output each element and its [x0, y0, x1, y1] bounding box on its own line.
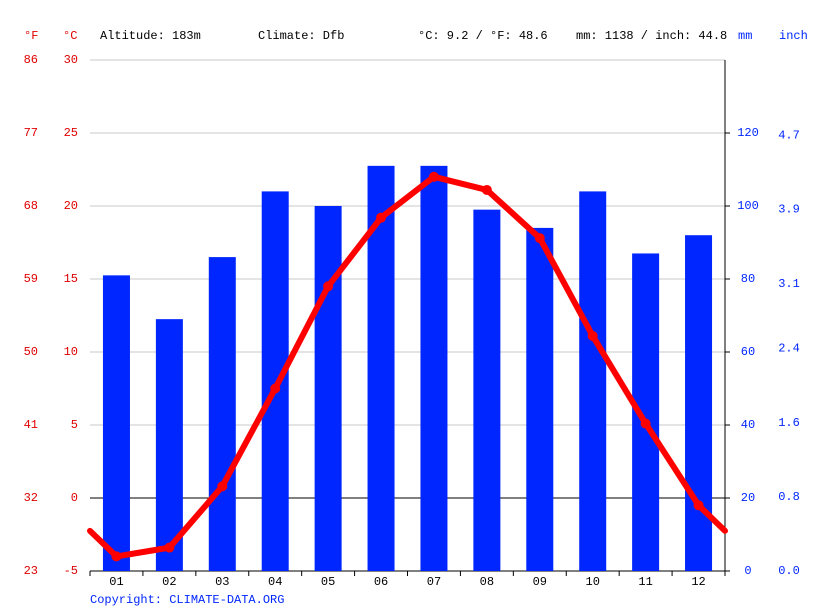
axis-title-mm: mm	[738, 29, 752, 43]
temperature-point	[164, 542, 175, 553]
line-wrap	[695, 502, 728, 534]
x-tick-label: 11	[638, 575, 652, 589]
f-tick-label: 50	[24, 345, 38, 359]
inch-tick-label: 1.6	[778, 416, 800, 430]
temperature-line	[115, 173, 702, 560]
annotation: Altitude: 183m	[100, 29, 201, 43]
x-tick-label: 01	[109, 575, 123, 589]
y-tick-label: 20	[64, 199, 78, 213]
axis-title-c: °C	[63, 29, 77, 43]
temperature-point	[111, 551, 122, 562]
inch-tick-label: 2.4	[778, 342, 800, 356]
f-tick-label: 23	[24, 564, 38, 578]
y2-tick-label: 100	[737, 199, 759, 213]
x-tick-label: 08	[480, 575, 494, 589]
bar	[420, 165, 448, 571]
bar	[685, 235, 713, 571]
temperature-point	[640, 418, 651, 429]
bar	[314, 206, 342, 571]
annotation: Climate: Dfb	[258, 29, 344, 43]
y2-tick-label: 20	[741, 491, 755, 505]
f-tick-label: 68	[24, 199, 38, 213]
inch-tick-label: 0.0	[778, 564, 800, 578]
bar	[579, 191, 607, 571]
y-tick-label: 0	[71, 491, 78, 505]
y2-tick-label: 0	[744, 564, 751, 578]
f-tick-label: 59	[24, 272, 38, 286]
x-tick-label: 09	[533, 575, 547, 589]
temperature-point	[534, 233, 545, 244]
f-tick-label: 86	[24, 53, 38, 67]
f-tick-label: 32	[24, 491, 38, 505]
temperature-point	[481, 184, 492, 195]
bar	[473, 209, 501, 571]
line-wrap	[87, 527, 120, 560]
temperature-point	[217, 481, 228, 492]
bar	[102, 275, 130, 571]
bar	[526, 227, 554, 571]
f-tick-label: 77	[24, 126, 38, 140]
annotation: °C: 9.2 / °F: 48.6	[418, 29, 548, 43]
axis-title-inch: inch	[779, 29, 808, 43]
bar	[155, 319, 183, 571]
y2-tick-label: 120	[737, 126, 759, 140]
x-tick-label: 04	[268, 575, 282, 589]
annotation: mm: 1138 / inch: 44.8	[576, 29, 727, 43]
inch-tick-label: 4.7	[778, 128, 800, 142]
temperature-point	[270, 383, 281, 394]
y-tick-label: 15	[64, 272, 78, 286]
y2-tick-label: 40	[741, 418, 755, 432]
inch-tick-label: 3.9	[778, 203, 800, 217]
axis-title-f: °F	[24, 29, 38, 43]
f-tick-label: 41	[24, 418, 38, 432]
x-tick-label: 07	[427, 575, 441, 589]
x-tick-label: 03	[215, 575, 229, 589]
y-tick-label: 30	[64, 53, 78, 67]
y-tick-label: 25	[64, 126, 78, 140]
bar	[208, 257, 236, 571]
x-tick-label: 10	[586, 575, 600, 589]
temperature-point	[587, 330, 598, 341]
inch-tick-label: 3.1	[778, 277, 800, 291]
y2-tick-label: 80	[741, 272, 755, 286]
bar	[261, 191, 289, 571]
y-tick-label: -5	[64, 564, 78, 578]
y-tick-label: 5	[71, 418, 78, 432]
temperature-point	[693, 500, 704, 511]
copyright: Copyright: CLIMATE-DATA.ORG	[90, 593, 284, 607]
y2-tick-label: 60	[741, 345, 755, 359]
x-tick-label: 05	[321, 575, 335, 589]
x-tick-label: 06	[374, 575, 388, 589]
x-tick-label: 02	[162, 575, 176, 589]
inch-tick-label: 0.8	[778, 490, 800, 504]
x-tick-label: 12	[691, 575, 705, 589]
temperature-point	[323, 281, 334, 292]
y-tick-label: 10	[64, 345, 78, 359]
temperature-point	[428, 171, 439, 182]
temperature-point	[376, 212, 387, 223]
